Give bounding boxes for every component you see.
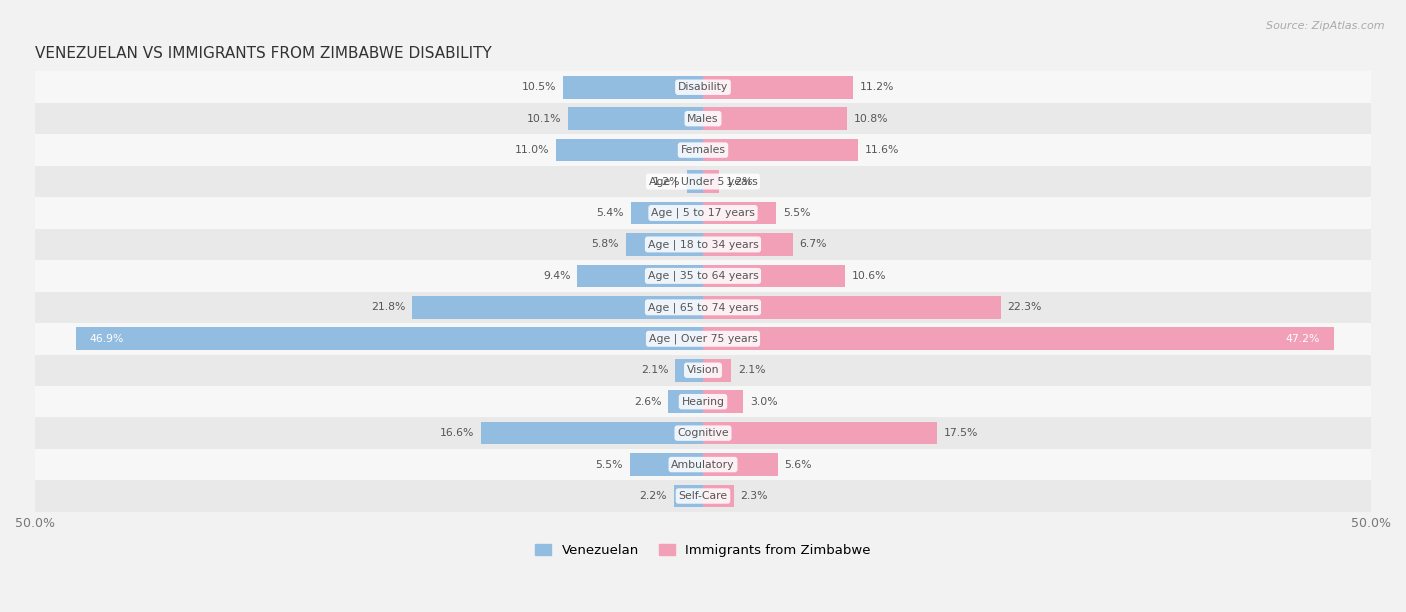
Text: Age | 35 to 64 years: Age | 35 to 64 years — [648, 271, 758, 281]
Text: Disability: Disability — [678, 82, 728, 92]
Bar — [703, 202, 776, 225]
Legend: Venezuelan, Immigrants from Zimbabwe: Venezuelan, Immigrants from Zimbabwe — [530, 539, 876, 562]
Bar — [35, 354, 1371, 386]
Text: 22.3%: 22.3% — [1008, 302, 1042, 312]
Bar — [630, 453, 703, 476]
Text: Ambulatory: Ambulatory — [671, 460, 735, 469]
Bar — [631, 202, 703, 225]
Text: 2.1%: 2.1% — [738, 365, 765, 375]
Text: 10.5%: 10.5% — [522, 82, 555, 92]
Bar — [35, 260, 1371, 291]
Text: 9.4%: 9.4% — [543, 271, 571, 281]
Text: 5.4%: 5.4% — [596, 208, 624, 218]
Bar — [703, 422, 936, 444]
Bar — [35, 386, 1371, 417]
Text: 5.6%: 5.6% — [785, 460, 813, 469]
Bar — [35, 229, 1371, 260]
Text: Source: ZipAtlas.com: Source: ZipAtlas.com — [1267, 21, 1385, 31]
Bar — [703, 485, 734, 507]
Text: 16.6%: 16.6% — [440, 428, 475, 438]
Text: Age | Under 5 years: Age | Under 5 years — [648, 176, 758, 187]
Bar — [703, 107, 848, 130]
Bar — [555, 139, 703, 162]
Text: 17.5%: 17.5% — [943, 428, 977, 438]
Bar — [35, 72, 1371, 103]
Text: 10.6%: 10.6% — [851, 271, 886, 281]
Bar — [35, 449, 1371, 480]
Text: Age | 65 to 74 years: Age | 65 to 74 years — [648, 302, 758, 313]
Text: Self-Care: Self-Care — [679, 491, 727, 501]
Bar — [703, 139, 858, 162]
Text: 10.8%: 10.8% — [853, 114, 889, 124]
Text: 2.1%: 2.1% — [641, 365, 668, 375]
Bar — [703, 327, 1334, 350]
Text: Age | 18 to 34 years: Age | 18 to 34 years — [648, 239, 758, 250]
Bar — [35, 103, 1371, 135]
Bar — [35, 291, 1371, 323]
Text: Males: Males — [688, 114, 718, 124]
Text: 11.2%: 11.2% — [859, 82, 894, 92]
Bar — [76, 327, 703, 350]
Bar — [626, 233, 703, 256]
Text: Females: Females — [681, 145, 725, 155]
Bar — [35, 480, 1371, 512]
Text: 3.0%: 3.0% — [749, 397, 778, 407]
Text: 11.6%: 11.6% — [865, 145, 898, 155]
Text: 2.2%: 2.2% — [640, 491, 666, 501]
Text: VENEZUELAN VS IMMIGRANTS FROM ZIMBABWE DISABILITY: VENEZUELAN VS IMMIGRANTS FROM ZIMBABWE D… — [35, 46, 492, 61]
Bar — [703, 453, 778, 476]
Bar — [35, 135, 1371, 166]
Text: 11.0%: 11.0% — [515, 145, 550, 155]
Bar — [673, 485, 703, 507]
Bar — [675, 359, 703, 381]
Text: 5.8%: 5.8% — [592, 239, 619, 250]
Bar — [703, 359, 731, 381]
Bar — [35, 323, 1371, 354]
Text: 21.8%: 21.8% — [371, 302, 405, 312]
Bar — [35, 417, 1371, 449]
Bar — [568, 107, 703, 130]
Bar — [703, 170, 718, 193]
Text: 1.2%: 1.2% — [725, 176, 754, 187]
Bar — [668, 390, 703, 413]
Text: 6.7%: 6.7% — [799, 239, 827, 250]
Bar — [703, 264, 845, 287]
Text: 5.5%: 5.5% — [595, 460, 623, 469]
Text: Vision: Vision — [686, 365, 720, 375]
Bar — [481, 422, 703, 444]
Text: Age | 5 to 17 years: Age | 5 to 17 years — [651, 207, 755, 218]
Bar — [562, 76, 703, 99]
Bar — [35, 197, 1371, 229]
Text: 47.2%: 47.2% — [1286, 334, 1320, 344]
Bar — [35, 166, 1371, 197]
Text: 46.9%: 46.9% — [90, 334, 124, 344]
Bar — [703, 296, 1001, 319]
Text: 2.6%: 2.6% — [634, 397, 662, 407]
Bar — [578, 264, 703, 287]
Text: Age | Over 75 years: Age | Over 75 years — [648, 334, 758, 344]
Text: 1.2%: 1.2% — [652, 176, 681, 187]
Text: 2.3%: 2.3% — [741, 491, 768, 501]
Bar — [703, 76, 852, 99]
Bar — [688, 170, 703, 193]
Text: 5.5%: 5.5% — [783, 208, 811, 218]
Bar — [703, 233, 793, 256]
Bar — [412, 296, 703, 319]
Text: 10.1%: 10.1% — [527, 114, 561, 124]
Bar — [703, 390, 744, 413]
Text: Hearing: Hearing — [682, 397, 724, 407]
Text: Cognitive: Cognitive — [678, 428, 728, 438]
